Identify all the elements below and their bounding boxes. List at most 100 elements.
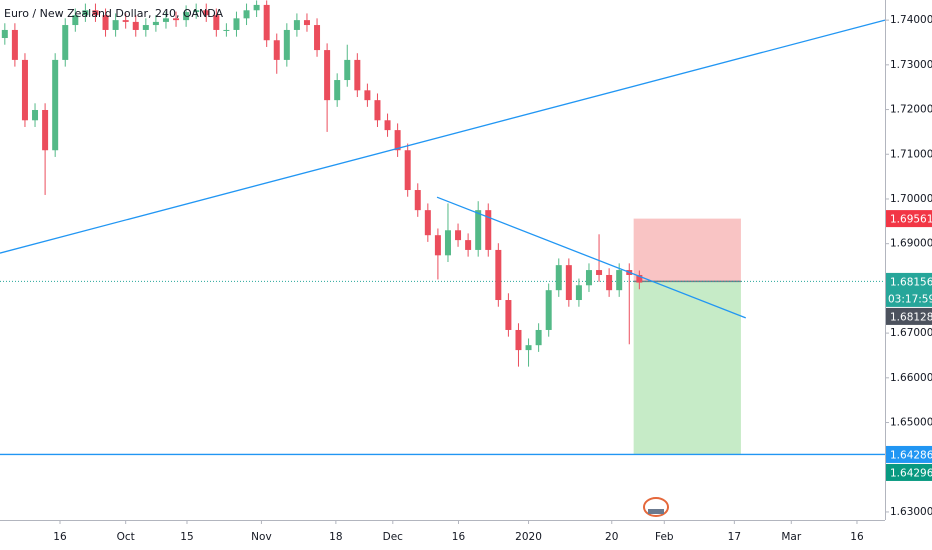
x-tick-label: 17 bbox=[728, 531, 741, 543]
candle-body bbox=[283, 29, 290, 60]
candle-body bbox=[485, 210, 492, 250]
candle-body bbox=[62, 25, 69, 60]
x-tick-label: 15 bbox=[180, 531, 193, 543]
candle-body bbox=[193, 10, 200, 13]
y-tick-label: 1.72000 bbox=[890, 104, 932, 116]
candle-body bbox=[384, 120, 391, 131]
candle-body bbox=[314, 25, 321, 51]
candle-body bbox=[515, 329, 522, 351]
candle-body bbox=[32, 109, 39, 121]
x-tick-label: 16 bbox=[53, 531, 67, 543]
trendline bbox=[436, 196, 746, 319]
candle-body bbox=[72, 15, 79, 26]
candle-body bbox=[52, 59, 59, 151]
price-flag bbox=[886, 307, 932, 325]
x-tick-label: 16 bbox=[452, 531, 466, 543]
candle-body bbox=[142, 25, 149, 30]
candle-body bbox=[354, 59, 361, 91]
x-tick-label: 18 bbox=[329, 531, 342, 543]
candle-body bbox=[42, 109, 49, 151]
price-flag-label: 1.68156 bbox=[890, 276, 932, 288]
candle-body bbox=[394, 130, 401, 151]
y-tick-label: 1.66000 bbox=[890, 372, 932, 384]
candle-body bbox=[434, 235, 441, 256]
y-tick-label: 1.69000 bbox=[890, 238, 932, 250]
x-tick-label: Mar bbox=[781, 531, 801, 543]
candle-body bbox=[183, 12, 190, 21]
candle-body bbox=[424, 210, 431, 236]
price-flag bbox=[886, 445, 932, 463]
candle-body bbox=[223, 29, 230, 31]
price-flag-label: 1.64296 bbox=[890, 467, 932, 479]
candle-body bbox=[132, 21, 139, 30]
candle-body bbox=[636, 274, 643, 283]
chart-title: Euro / New Zealand Dollar, 240, OANDA bbox=[4, 7, 223, 20]
candle-body bbox=[273, 40, 280, 60]
candle-body bbox=[525, 345, 532, 351]
logo-icon bbox=[643, 497, 669, 517]
axes: 1.74000 1.73000 1.72000 1.71000 1.70000 1.690… bbox=[53, 14, 932, 543]
candle-body bbox=[21, 59, 28, 121]
candle-body bbox=[585, 270, 592, 286]
candle-body bbox=[596, 270, 603, 275]
candle-body bbox=[293, 20, 300, 30]
candle-body bbox=[303, 20, 310, 26]
candle-body bbox=[606, 274, 613, 291]
candle-body bbox=[243, 10, 250, 19]
y-tick-label: 1.70000 bbox=[890, 193, 932, 205]
candle-body bbox=[374, 100, 381, 121]
candle-body bbox=[263, 4, 270, 41]
candle-body bbox=[616, 270, 623, 291]
candle-body bbox=[475, 210, 482, 250]
candle-body bbox=[203, 10, 210, 16]
y-tick-label: 1.73000 bbox=[890, 59, 932, 71]
x-tick-label: Feb bbox=[655, 531, 674, 543]
candle-body bbox=[414, 190, 421, 211]
price-flag-label: 1.68128 bbox=[890, 311, 932, 323]
candle-body bbox=[344, 59, 351, 81]
candle-body bbox=[575, 285, 582, 301]
candle-body bbox=[213, 15, 220, 30]
candle-body bbox=[555, 265, 562, 291]
x-tick-label: 2020 bbox=[515, 531, 542, 543]
price-flag bbox=[886, 272, 932, 307]
candle-body bbox=[565, 265, 572, 301]
y-tick-label: 1.74000 bbox=[890, 14, 932, 26]
candle-body bbox=[444, 230, 451, 256]
countdown: 03:17:59 bbox=[888, 293, 932, 305]
price-flag-label: 1.64286 bbox=[890, 449, 932, 461]
candle-body bbox=[233, 18, 240, 30]
candle-body bbox=[122, 20, 129, 22]
candle-body bbox=[162, 18, 169, 22]
y-tick-label: 1.67000 bbox=[890, 327, 932, 339]
price-flag bbox=[886, 463, 932, 481]
candle-body bbox=[334, 80, 341, 101]
candle-body bbox=[545, 290, 552, 330]
candle-body bbox=[82, 10, 89, 16]
candle-body bbox=[404, 150, 411, 191]
y-tick-label: 1.71000 bbox=[890, 148, 932, 160]
price-flag bbox=[886, 210, 932, 228]
stop-zone bbox=[633, 218, 741, 282]
plot bbox=[0, 0, 886, 456]
candle-body bbox=[173, 18, 180, 21]
candle-body bbox=[102, 15, 109, 30]
price-flag-label: 1.69561 bbox=[890, 214, 932, 226]
candle-body bbox=[535, 329, 542, 346]
candle-body bbox=[495, 249, 502, 301]
candle-body bbox=[455, 230, 462, 241]
x-tick-label: Oct bbox=[117, 531, 135, 543]
candle-body bbox=[253, 4, 260, 11]
x-tick-label: Nov bbox=[251, 531, 272, 543]
candle-body bbox=[152, 21, 159, 26]
y-tick-label: 1.65000 bbox=[890, 417, 932, 429]
x-tick-label: Dec bbox=[383, 531, 404, 543]
candle-body bbox=[505, 300, 512, 330]
candle-body bbox=[364, 90, 371, 101]
y-tick-label: 1.63000 bbox=[890, 506, 932, 518]
candle-body bbox=[112, 20, 119, 30]
target-zone bbox=[633, 281, 741, 455]
candle-body bbox=[324, 50, 331, 101]
